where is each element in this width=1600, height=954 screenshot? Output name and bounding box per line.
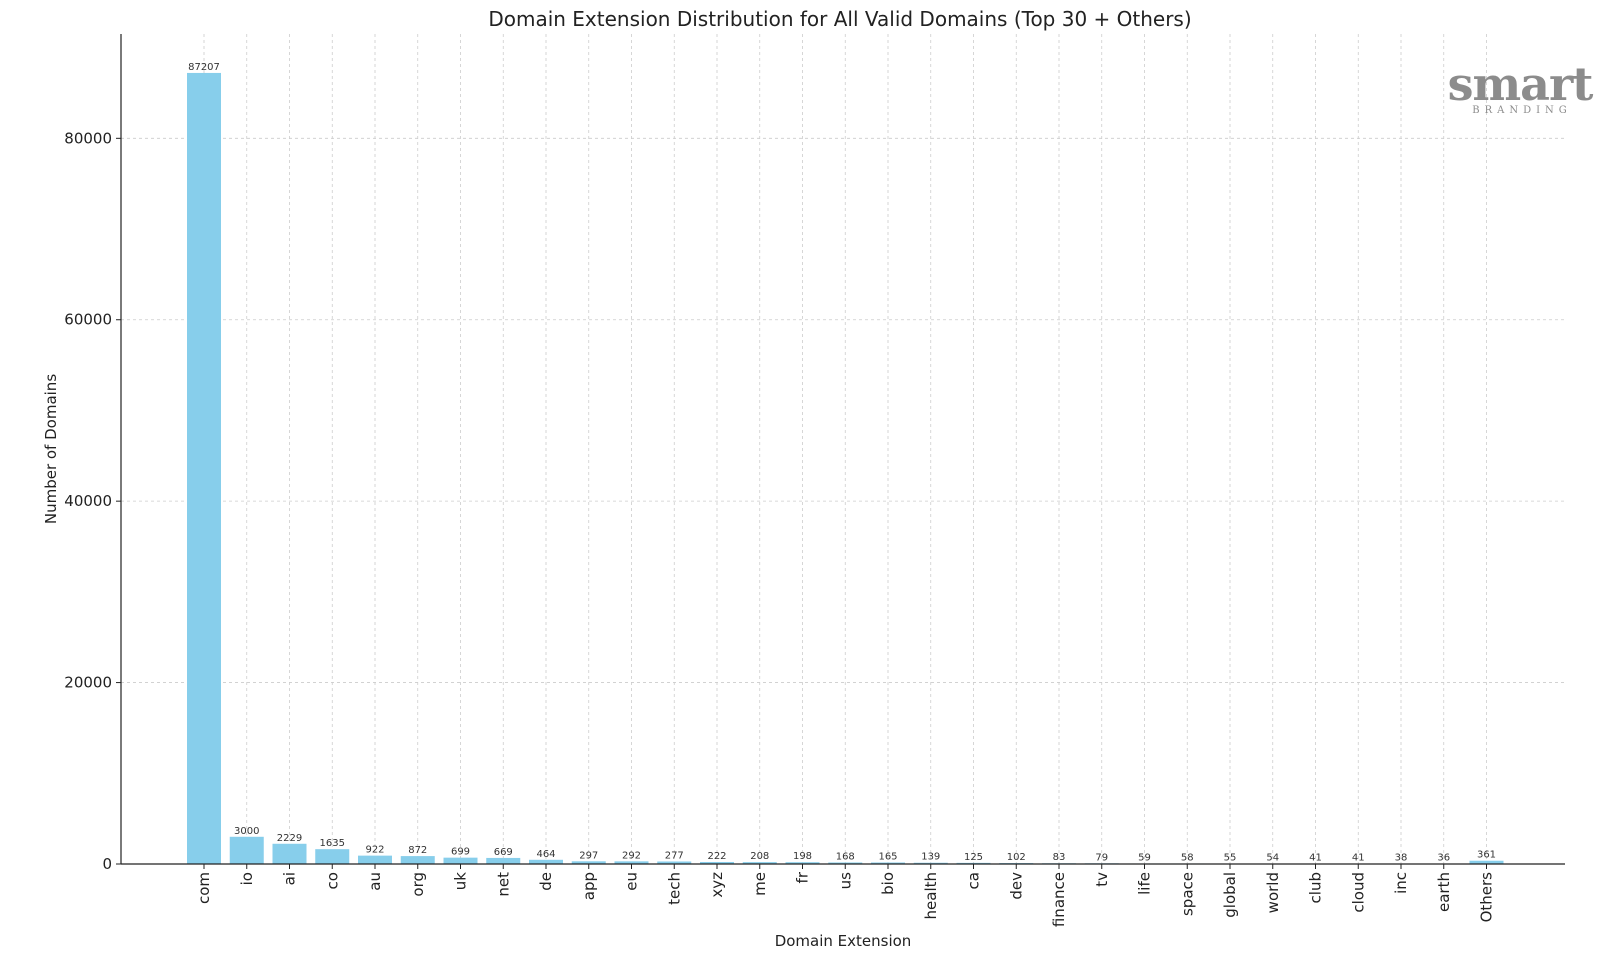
x-tick-label-life: life	[1136, 872, 1154, 895]
x-tick-label-earth: earth	[1435, 872, 1453, 912]
data-label-club: 41	[1309, 853, 1322, 864]
x-tick-label-ai: ai	[281, 872, 299, 885]
bar-io	[229, 836, 264, 864]
y-ticks-layer: 0 20000 40000 60000 80000	[64, 129, 121, 873]
x-ticks-layer: com io ai co au org uk net de app eu tech xyz me fr us b…	[195, 864, 1496, 927]
data-label-au: 922	[365, 845, 384, 856]
data-label-us: 168	[836, 851, 855, 862]
x-tick-label-global: global	[1221, 872, 1239, 918]
bar-app	[571, 861, 606, 864]
bar-health	[913, 862, 948, 864]
bar-tech	[657, 861, 692, 864]
data-label-xyz: 222	[707, 851, 726, 862]
x-tick-label-bio: bio	[879, 872, 897, 895]
data-label-ca: 125	[964, 852, 983, 863]
x-tick-label-uk: uk	[452, 872, 470, 891]
data-label-fr: 198	[793, 851, 812, 862]
data-label-dev: 102	[1007, 852, 1026, 863]
chart-title: Domain Extension Distribution for All Va…	[488, 7, 1191, 31]
x-tick-label-eu: eu	[623, 872, 641, 891]
data-label-de: 464	[536, 849, 555, 860]
bar-fr	[785, 862, 820, 864]
x-tick-label-me: me	[751, 872, 769, 896]
bar-uk	[443, 857, 478, 864]
data-labels-layer: 87207 3000 2229 1635 922 872 699 669 464 297 292 27…	[188, 62, 1496, 864]
data-label-eu: 292	[622, 850, 641, 861]
data-label-uk: 699	[451, 847, 470, 858]
x-tick-label-tv: tv	[1093, 872, 1111, 887]
x-tick-label-com: com	[195, 872, 213, 904]
bar-au	[358, 855, 392, 864]
data-label-finance: 83	[1053, 852, 1066, 863]
bar-de	[529, 859, 563, 864]
y-tick-label: 60000	[64, 311, 112, 329]
x-tick-label-app: app	[580, 872, 598, 900]
data-label-Others: 361	[1477, 850, 1496, 861]
x-tick-label-io: io	[238, 872, 256, 885]
x-tick-label-world: world	[1264, 872, 1282, 913]
bar-us	[828, 862, 863, 864]
data-label-life: 59	[1138, 852, 1151, 863]
y-tick-label: 80000	[64, 129, 112, 147]
x-tick-label-fr: fr	[794, 871, 812, 883]
x-tick-label-org: org	[409, 872, 427, 897]
y-axis-label: Number of Domains	[42, 374, 60, 524]
bar-com	[187, 72, 221, 865]
data-label-world: 54	[1266, 853, 1279, 864]
x-tick-label-tech: tech	[665, 872, 683, 905]
data-label-net: 669	[494, 847, 513, 858]
x-tick-label-ca: ca	[965, 872, 983, 889]
x-tick-label-cloud: cloud	[1349, 872, 1367, 913]
data-label-app: 297	[579, 850, 598, 861]
data-label-ai: 2229	[277, 833, 302, 844]
data-label-global: 55	[1224, 853, 1237, 864]
x-tick-label-au: au	[366, 872, 384, 891]
data-label-tech: 277	[665, 850, 684, 861]
data-label-health: 139	[921, 852, 940, 863]
bar-co	[315, 849, 350, 864]
y-tick-label: 40000	[64, 492, 112, 510]
x-tick-label-finance: finance	[1050, 872, 1068, 927]
data-label-earth: 36	[1437, 853, 1450, 864]
data-label-org: 872	[408, 845, 427, 856]
bar-net	[486, 857, 521, 864]
bar-org	[400, 856, 435, 864]
x-tick-label-health: health	[922, 872, 940, 919]
x-tick-label-club: club	[1307, 872, 1325, 903]
logo-wordmark: smart	[1448, 57, 1595, 111]
data-label-bio: 165	[878, 852, 897, 863]
bar-xyz	[700, 861, 734, 864]
data-label-cloud: 41	[1352, 853, 1365, 864]
bar-ai	[272, 843, 307, 864]
data-label-io: 3000	[234, 826, 259, 837]
smart-branding-logo: smart BRANDING	[1448, 57, 1596, 116]
x-tick-label-space: space	[1178, 872, 1196, 916]
logo-subtitle: BRANDING	[1472, 105, 1572, 116]
bar-eu	[614, 861, 649, 864]
data-label-tv: 79	[1095, 852, 1108, 863]
data-label-com: 87207	[188, 62, 220, 73]
y-tick-label: 20000	[64, 674, 112, 692]
data-label-inc: 38	[1395, 853, 1408, 864]
x-tick-label-net: net	[494, 872, 512, 897]
bar-bio	[871, 862, 905, 864]
data-label-space: 58	[1181, 852, 1194, 863]
x-tick-label-co: co	[323, 872, 341, 889]
x-tick-label-dev: dev	[1007, 872, 1025, 900]
x-tick-label-Others: Others	[1478, 872, 1496, 923]
data-label-co: 1635	[320, 838, 345, 849]
x-axis-label: Domain Extension	[775, 932, 912, 950]
bar-me	[742, 862, 777, 864]
x-tick-label-xyz: xyz	[708, 872, 726, 898]
bar-Others	[1469, 860, 1504, 864]
x-tick-label-inc: inc	[1392, 872, 1410, 894]
x-tick-label-us: us	[836, 872, 854, 890]
y-tick-label: 0	[102, 855, 112, 873]
x-tick-label-de: de	[537, 872, 555, 891]
data-label-me: 208	[750, 851, 769, 862]
grid-layer	[121, 34, 1565, 864]
bars-layer	[187, 72, 1504, 865]
